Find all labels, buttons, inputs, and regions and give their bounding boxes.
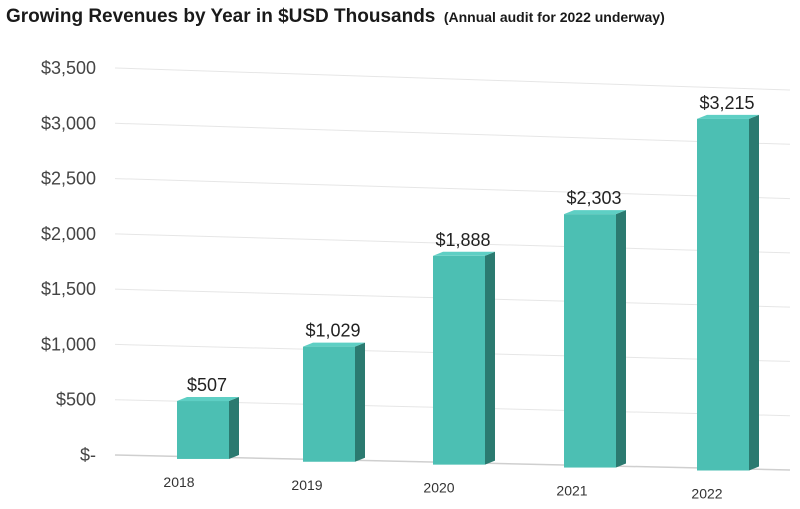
bar-top [697,114,759,119]
bar-top [433,251,495,256]
chart-subtitle: (Annual audit for 2022 underway) [443,9,665,25]
y-tick-label: $2,000 [41,224,96,244]
data-label: $1,029 [305,321,360,341]
x-tick-label: 2020 [423,480,454,496]
bar [303,346,355,462]
bar-top [564,210,626,215]
y-tick-label: $- [80,445,96,465]
y-tick-label: $3,000 [41,113,96,133]
y-tick-label: $1,000 [41,334,96,354]
bar-top [177,397,239,402]
y-tick-label: $1,500 [41,279,96,299]
x-tick-label: 2022 [691,486,722,502]
data-label: $507 [187,375,227,395]
bar-side [616,210,626,468]
x-tick-label: 2019 [291,477,322,493]
bar [564,214,616,468]
x-tick-label: 2021 [556,483,587,499]
bar-side [485,251,495,465]
bar-side [355,342,365,462]
chart-title: Growing Revenues by Year in $USD Thousan… [6,6,665,28]
y-tick-label: $3,500 [41,58,96,78]
bar [177,401,229,459]
bar-top [303,342,365,347]
gridline [114,67,791,91]
gridline [114,122,791,145]
y-tick-label: $2,500 [41,169,96,189]
gridline [114,178,791,200]
data-label: $2,303 [566,188,621,208]
chart-title-text: Growing Revenues by Year in $USD Thousan… [6,6,436,27]
bar-side [229,397,239,459]
bar [697,118,749,471]
data-label: $3,215 [699,93,754,113]
data-label: $1,888 [435,230,490,250]
bar [433,255,485,465]
x-tick-label: 2018 [163,474,194,490]
y-tick-label: $500 [56,390,96,410]
gridline [114,233,791,254]
bar-side [749,114,759,471]
